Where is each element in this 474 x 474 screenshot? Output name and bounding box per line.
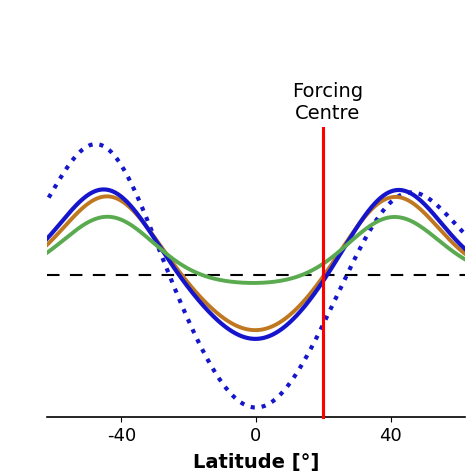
X-axis label: Latitude [°]: Latitude [°]	[193, 453, 319, 472]
Text: Forcing
Centre: Forcing Centre	[292, 82, 364, 123]
